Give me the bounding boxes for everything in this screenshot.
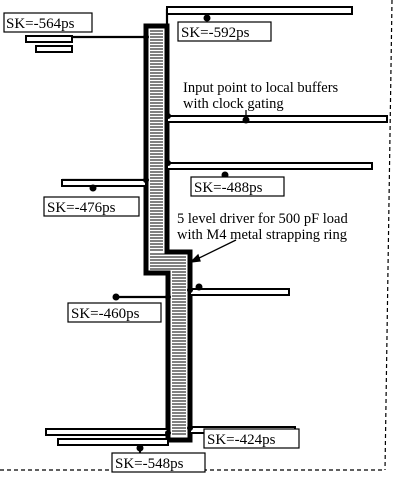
skew-label-top-right: SK=-592ps <box>181 25 250 41</box>
buffer-bottom-left-a <box>45 428 169 436</box>
buffer-input-point <box>166 115 388 123</box>
driver-annotation-line1: 5 level driver for 500 pF load <box>177 211 348 227</box>
driver-leader-arrowhead <box>189 253 201 263</box>
buffer-top-right <box>166 6 353 15</box>
junction-dot <box>143 34 149 40</box>
skew-box-bottom-right <box>203 428 300 449</box>
leaf-dot <box>195 283 203 291</box>
skew-label-lower-left: SK=-460ps <box>71 306 140 322</box>
buffer-bottom-left-b <box>57 438 169 446</box>
leaf-dot <box>89 184 97 192</box>
skew-box-lower-left <box>67 302 162 323</box>
leaf-dot <box>112 293 120 301</box>
buffer-lower-right <box>189 288 290 296</box>
skew-label-bottom-right: SK=-424ps <box>207 432 276 448</box>
skew-label-boxes <box>3 12 300 473</box>
skew-box-top-right <box>177 21 272 42</box>
skew-box-top-left <box>3 12 93 33</box>
junction-dot <box>187 287 193 293</box>
leaf-dot <box>136 444 144 452</box>
driver-spine-hatching <box>150 30 186 435</box>
input-point-annotation-line1: Input point to local buffers <box>183 80 339 96</box>
buffer-top-left-b <box>35 45 73 53</box>
skew-box-bottom-center <box>111 452 206 473</box>
driver-annotation-line2: with M4 metal strapping ring <box>177 227 347 243</box>
junction-dot <box>165 160 171 166</box>
junction-dots <box>143 34 193 436</box>
buffer-top-left-a <box>25 35 73 43</box>
junction-dot <box>143 177 149 183</box>
skew-box-mid-right <box>190 176 285 197</box>
skew-label-mid-right: SK=-488ps <box>194 180 263 196</box>
annotation-leaders <box>189 110 247 263</box>
leaf-dot <box>203 14 211 22</box>
skew-label-bottom-center: SK=-548ps <box>115 456 184 472</box>
junction-dot <box>165 113 171 119</box>
input-point-annotation-line2: with clock gating <box>183 96 284 112</box>
skew-label-mid-left: SK=-476ps <box>47 200 116 216</box>
skew-label-top-left: SK=-564ps <box>6 16 75 32</box>
junction-dot <box>187 425 193 431</box>
junction-dot <box>165 430 171 436</box>
boundary-right-dashed-line <box>384 0 393 471</box>
skew-box-mid-left <box>43 196 140 217</box>
driver-spine <box>143 23 193 443</box>
buffer-mid-left <box>61 179 147 187</box>
buffer-mid-right <box>166 162 373 170</box>
branch-wires <box>25 6 388 458</box>
junction-dot <box>165 294 171 300</box>
